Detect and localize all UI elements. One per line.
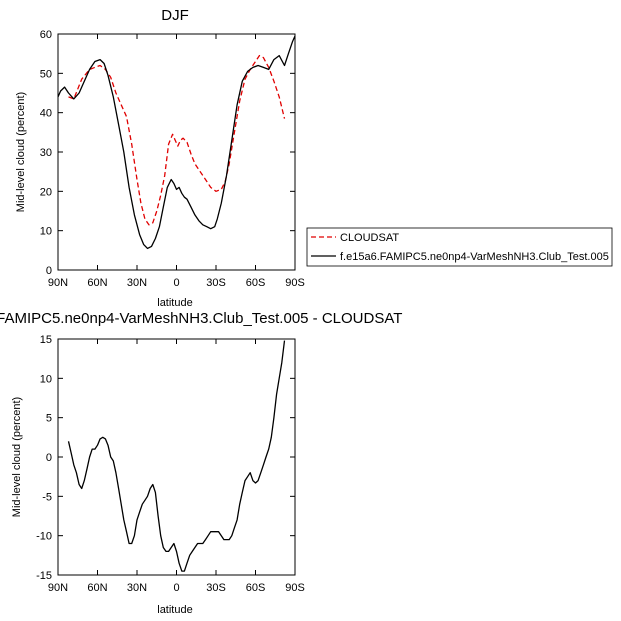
bottom-x-tick-label: 90S [285,582,305,594]
bottom-series-group [67,340,286,572]
legend-label-cloudsat: CLOUDSAT [340,232,399,244]
legend-label-model: f.e15a6.FAMIPC5.ne0np4-VarMeshNH3.Club_T… [340,251,609,263]
bottom-tick-group: 90N 60N 30N 0 30S 60S 90S -15 -10 -5 0 5 10 15 [36,334,305,594]
bottom-x-tick-label: 0 [173,582,179,594]
top-tick-group: 90N 60N 30N 0 30S 60S 90S 0 10 20 30 40 50 60 [40,29,305,289]
top-y-tick-label: 30 [40,147,52,159]
top-x-tick-label: 30N [127,277,147,289]
bottom-x-axis-label: latitude [157,604,192,616]
bottom-y-tick-label: -15 [36,570,52,582]
bottom-x-tick-label: 30N [127,582,147,594]
bottom-chart-panel: 6.FAMIPC5.ne0np4-VarMeshNH3.Club_Test.00… [0,310,402,616]
bottom-y-tick-label: 5 [46,413,52,425]
top-y-tick-label: 40 [40,108,52,120]
bottom-plot-frame [57,338,296,576]
top-x-tick-label: 0 [173,277,179,289]
bottom-y-tick-label: 10 [40,373,52,385]
top-x-tick-label: 90N [48,277,68,289]
top-x-tick-label: 60S [246,277,266,289]
bottom-y-tick-label: -10 [36,531,52,543]
top-series-line-0 [68,54,286,226]
top-x-tick-label: 90S [285,277,305,289]
top-y-tick-label: 0 [46,265,52,277]
legend-box [306,227,613,267]
bottom-y-tick-label: 15 [40,334,52,346]
top-chart-panel: DJF 90N 60N 30N 0 30S 60S 90S 0 10 20 30 40 50 60 lat… [15,7,305,309]
bottom-y-tick-label: 0 [46,452,52,464]
top-y-tick-label: 50 [40,68,52,80]
bottom-x-tick-label: 90N [48,582,68,594]
bottom-x-tick-label: 60S [246,582,266,594]
bottom-series-line-0 [67,340,286,572]
top-series-line-1 [57,35,296,250]
top-series-group [57,35,296,250]
top-y-tick-label: 60 [40,29,52,41]
top-y-axis-label: Mid-level cloud (percent) [15,92,27,212]
bottom-y-tick-label: -5 [42,491,52,503]
bottom-x-tick-label: 30S [206,582,226,594]
top-plot-frame [57,33,296,271]
bottom-chart-title: 6.FAMIPC5.ne0np4-VarMeshNH3.Club_Test.00… [0,310,402,327]
top-y-tick-label: 10 [40,226,52,238]
top-y-tick-label: 20 [40,186,52,198]
legend: CLOUDSAT f.e15a6.FAMIPC5.ne0np4-VarMeshN… [306,227,613,267]
top-x-axis-label: latitude [157,297,192,309]
top-x-tick-label: 60N [87,277,107,289]
top-chart-title: DJF [161,7,189,24]
bottom-x-tick-label: 60N [87,582,107,594]
bottom-y-axis-label: Mid-level cloud (percent) [11,397,23,517]
top-x-tick-label: 30S [206,277,226,289]
